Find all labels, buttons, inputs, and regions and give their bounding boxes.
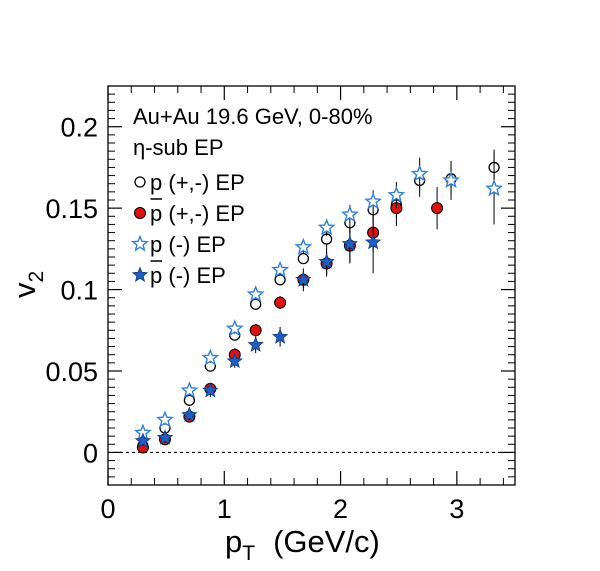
y-tick-label: 0.1 (60, 276, 98, 306)
y-axis-title-sub: 2 (25, 271, 48, 283)
y-tick-label: 0.05 (45, 357, 98, 387)
data-points-layer (133, 149, 503, 454)
chart-title-line1: Au+Au 19.6 GeV, 0-80% (133, 104, 373, 129)
x-axis-title-sub: T (242, 542, 255, 565)
x-tick-label: 3 (449, 494, 464, 524)
axis-ticks-layer (107, 85, 515, 486)
legend-particle: p (150, 232, 162, 257)
legend-suffix: (+,-) EP (162, 170, 245, 195)
data-point (180, 381, 199, 399)
data-point (156, 410, 174, 428)
y-axis-title-main: v (7, 282, 42, 298)
y-tick-label: 0 (83, 438, 98, 468)
legend-marker (134, 207, 146, 219)
data-point (387, 185, 406, 203)
data-point (246, 285, 265, 303)
legend-label: p (-) EP (150, 232, 226, 257)
data-point (364, 233, 382, 250)
data-point (410, 164, 429, 182)
chart-title-line2: η-sub EP (133, 135, 224, 160)
data-point (318, 253, 335, 269)
data-point (295, 271, 312, 287)
x-axis-title-main: p (225, 524, 242, 559)
x-tick-label: 1 (217, 494, 232, 524)
data-point (431, 202, 444, 215)
data-point (249, 324, 262, 337)
data-point (442, 171, 460, 189)
data-point (226, 352, 243, 369)
legend-particle: p (150, 263, 162, 288)
tick-labels-layer: 0 1 2 3 0 0.05 0.1 0.15 0.2 (45, 113, 464, 524)
legend-label: p (+,-) EP (150, 201, 245, 226)
legend-suffix: (-) EP (162, 232, 226, 257)
data-point (201, 348, 220, 366)
data-point (294, 237, 313, 255)
data-point (341, 235, 359, 251)
data-point (271, 260, 290, 278)
legend-particle: p (150, 170, 162, 195)
data-point (364, 192, 383, 210)
legend-marker (134, 176, 146, 188)
x-axis-title-unit: (GeV/c) (273, 524, 380, 559)
legend-suffix: (+,-) EP (162, 201, 245, 226)
legend-suffix: (-) EP (162, 263, 226, 288)
data-point (202, 381, 219, 398)
data-point (247, 336, 264, 352)
series-p-minus-ep (133, 152, 503, 441)
legend-marker (131, 234, 149, 252)
data-point (134, 432, 152, 448)
legend: p (+,-) EPp (+,-) EPp (-) EPp (-) EP (131, 170, 245, 288)
y-tick-label: 0.2 (60, 113, 98, 143)
x-tick-label: 2 (333, 494, 348, 524)
x-axis-title: pT (GeV/c) (225, 524, 380, 565)
x-tick-label: 0 (100, 494, 115, 524)
y-axis-title: v2 (7, 271, 48, 298)
data-point (317, 218, 336, 236)
legend-label: p (-) EP (150, 263, 226, 288)
legend-label: p (+,-) EP (150, 170, 245, 195)
series-pbar-minus-ep (134, 211, 382, 448)
data-point (485, 179, 503, 197)
data-point (274, 296, 287, 309)
data-point (340, 205, 359, 223)
data-point (225, 319, 244, 337)
legend-particle: p (150, 201, 162, 226)
data-point (297, 252, 310, 265)
data-point (156, 429, 174, 445)
data-point (271, 328, 289, 344)
plot-frame (107, 85, 516, 486)
legend-marker (131, 266, 149, 282)
data-point (181, 406, 198, 422)
y-tick-label: 0.15 (45, 194, 98, 224)
